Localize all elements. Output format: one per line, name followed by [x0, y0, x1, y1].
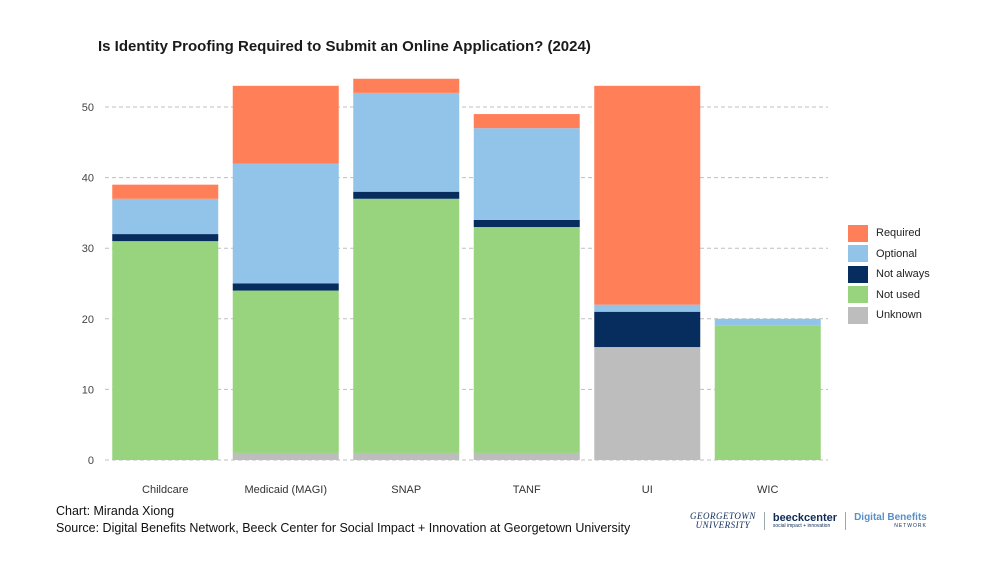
bar-segment-not-used: [714, 325, 821, 460]
legend-label: Required: [876, 227, 921, 240]
bar-segment-optional: [594, 304, 701, 312]
bar-segment-unknown: [594, 347, 701, 460]
bar-segment-optional: [473, 128, 580, 220]
bar-segment-optional: [714, 318, 821, 326]
legend-label: Not used: [876, 288, 921, 301]
logo-divider: [845, 512, 847, 530]
y-tick-label: 40: [82, 173, 94, 185]
bar-segment-unknown: [473, 452, 580, 460]
chart-credit: Chart: Miranda Xiong: [56, 504, 175, 518]
bar-segment-optional: [232, 163, 339, 284]
footer-credits: Chart: Miranda Xiong Source: Digital Ben…: [56, 503, 630, 537]
legend: Required Optional Not always Not used Unknow…: [848, 223, 930, 326]
y-tick-label: 0: [88, 455, 94, 467]
y-tick-label: 50: [82, 102, 94, 114]
logo-divider: [763, 512, 765, 530]
partner-logos: GEORGETOWN UNIVERSITY beeckcenter social…: [690, 512, 927, 530]
legend-item: Unknown: [848, 305, 930, 326]
x-tick-label: Medicaid (MAGI): [244, 484, 327, 496]
y-tick-label: 30: [82, 243, 94, 255]
legend-swatch: [848, 245, 868, 263]
bar-segment-required: [112, 184, 219, 199]
bar-segment-required: [232, 85, 339, 164]
legend-swatch: [848, 286, 868, 304]
bar-segment-not-always: [112, 234, 219, 242]
legend-label: Not always: [876, 268, 930, 281]
bar-segment-unknown: [232, 452, 339, 460]
chart-title: Is Identity Proofing Required to Submit …: [98, 38, 591, 55]
legend-item: Not always: [848, 264, 930, 285]
bar-segment-optional: [112, 198, 219, 235]
x-tick-label: UI: [642, 484, 653, 496]
bar-segment-not-always: [353, 191, 460, 199]
legend-label: Optional: [876, 247, 917, 260]
bars: [112, 78, 821, 460]
legend-item: Not used: [848, 285, 930, 306]
legend-item: Optional: [848, 244, 930, 265]
bar-segment-not-always: [473, 219, 580, 228]
legend-item: Required: [848, 223, 930, 244]
bar-segment-not-always: [594, 311, 701, 348]
legend-swatch: [848, 265, 868, 283]
x-tick-label: WIC: [757, 484, 778, 496]
gridlines: [105, 106, 828, 461]
chart-source: Source: Digital Benefits Network, Beeck …: [56, 521, 631, 535]
y-tick-label: 10: [82, 384, 94, 396]
digital-benefits-network-logo: Digital Benefits NETWORK: [854, 512, 927, 530]
bar-segment-unknown: [353, 452, 460, 460]
legend-label: Unknown: [876, 309, 922, 322]
bar-segment-not-always: [232, 283, 339, 291]
bar-segment-not-used: [112, 241, 219, 460]
georgetown-logo: GEORGETOWN UNIVERSITY: [690, 511, 756, 530]
bar-segment-required: [594, 85, 701, 305]
axis-labels: 0 10 20 30 40 50 Childcare Medicaid (MAGI) SNAP T…: [82, 102, 779, 496]
bar-segment-required: [353, 78, 460, 93]
bar-segment-not-used: [232, 290, 339, 453]
x-tick-label: Childcare: [142, 484, 188, 496]
x-tick-label: TANF: [513, 484, 541, 496]
bar-segment-not-used: [473, 227, 580, 453]
beeck-center-logo: beeckcenter social impact + innovation: [772, 512, 838, 530]
bar-segment-optional: [353, 92, 460, 192]
bar-segment-not-used: [353, 198, 460, 453]
legend-swatch: [848, 306, 868, 324]
y-tick-label: 20: [82, 314, 94, 326]
x-tick-label: SNAP: [391, 484, 421, 496]
legend-swatch: [848, 224, 868, 242]
bar-segment-required: [473, 114, 580, 129]
